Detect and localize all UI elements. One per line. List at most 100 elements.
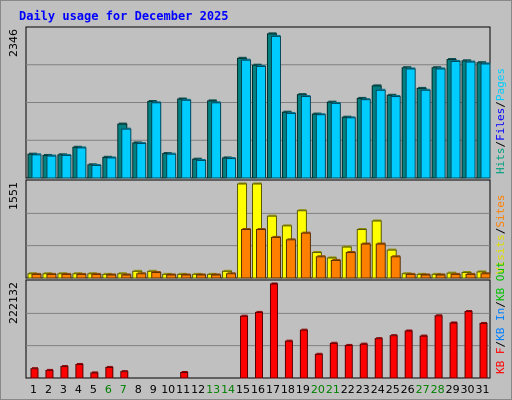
bar-pages-day-28 [435,68,446,179]
x-tick-label: 5 [90,383,97,396]
bar-pages-day-9 [151,102,162,179]
bar-sites-day-23 [360,243,371,279]
bar-sites-day-20 [315,256,326,279]
bar-kb_f-day-28 [434,315,443,379]
bar-sites-day-16 [256,229,266,279]
panel-hits-files-pages: 2346 Hits/Files/Pages [7,26,507,179]
bar-sites-day-17 [270,236,281,279]
bar-sites-day-30 [465,273,476,279]
bar-pages-day-6 [106,157,117,179]
bar-kb_f-day-7 [120,371,129,379]
bar-pages-day-2 [46,155,57,179]
bar-pages-day-26 [405,68,416,179]
y-max-label: 1551 [7,182,20,210]
legend-entry: Visits [494,234,507,274]
x-tick-label: 1 [30,383,37,396]
x-tick-label: 26 [401,383,415,396]
x-tick-label: 31 [476,383,490,396]
legend-entry: / [494,341,507,348]
bar-kb_f-day-1 [30,368,39,379]
bar-sites-day-22 [345,252,356,279]
x-tick-label: 10 [161,383,175,396]
x-tick-label: 17 [266,383,280,396]
bar-kb_f-day-25 [389,335,398,379]
bar-pages-day-19 [300,96,311,179]
bar-sites-day-29 [450,273,461,279]
x-tick-label: 20 [311,383,325,396]
bar-kb_f-day-26 [404,330,413,379]
legend-entry: / [494,301,507,308]
x-tick-label: 11 [176,383,190,396]
legend-entry: Pages [494,68,507,101]
bar-pages-day-23 [360,99,371,179]
bar-kb_f-day-24 [374,338,383,379]
bar-kb_f-day-5 [90,372,99,379]
bar-pages-day-20 [315,114,326,179]
x-tick-label: 23 [356,383,370,396]
panel-visits-sites: 1551 Visits/Sites [7,179,507,279]
bar-pages-day-30 [465,61,476,179]
bar-kb_f-day-3 [60,366,69,379]
x-tick-label: 9 [150,383,157,396]
legend-entry: / [494,228,507,235]
bar-pages-day-18 [285,112,296,179]
bar-sites-day-9 [151,272,162,279]
bar-pages-day-25 [390,96,401,179]
bar-kb_f-day-22 [344,344,353,379]
bar-pages-day-29 [450,60,461,179]
bar-sites-day-18 [285,239,296,279]
bar-pages-day-11 [181,99,192,179]
bar-sites-day-7 [121,274,132,279]
bar-pages-day-7 [121,128,132,179]
bar-pages-day-17 [270,35,281,179]
bar-sites-day-31 [480,273,491,279]
bar-kb_f-day-20 [314,353,323,379]
legend-entry: KB F [494,348,507,375]
bar-pages-day-16 [256,65,266,179]
x-tick-label: 15 [236,383,250,396]
x-tick-label: 19 [296,383,310,396]
bar-sites-day-21 [330,259,341,279]
bar-pages-day-15 [241,59,252,179]
bar-sites-day-11 [181,274,192,279]
x-tick-label: 14 [221,383,235,396]
x-tick-label: 12 [191,383,205,396]
bar-kb_f-day-31 [479,322,488,379]
x-tick-label: 29 [446,383,460,396]
bar-pages-day-4 [76,147,87,179]
bar-sites-day-28 [435,274,446,279]
x-tick-label: 21 [326,383,340,396]
x-tick-label: 27 [416,383,430,396]
x-tick-label: 25 [386,383,400,396]
bar-kb_f-day-19 [299,329,308,379]
bar-kb_f-day-21 [329,342,338,379]
bar-pages-day-21 [330,102,341,179]
bar-kb_f-day-18 [284,340,293,379]
bar-pages-day-31 [480,63,491,179]
bar-sites-day-15 [241,229,252,279]
bar-kb_f-day-30 [464,311,473,379]
bar-sites-day-1 [31,273,42,279]
x-tick-label: 16 [251,383,265,396]
x-tick-label: 2 [45,383,52,396]
legend-entry: / [494,141,507,148]
bar-pages-day-10 [166,153,177,179]
bar-sites-day-25 [390,256,401,279]
legend-entry: / [494,101,507,108]
y-max-label: 2346 [7,29,20,57]
bar-kb_f-day-2 [45,369,54,379]
bar-sites-day-6 [106,274,117,279]
legend: KB F/KB In/KB Out [494,261,507,374]
legend: Hits/Files/Pages [494,68,507,174]
bar-kb_f-day-15 [240,315,249,379]
bar-kb_f-day-11 [180,371,189,379]
bar-kb_f-day-29 [449,322,458,379]
x-tick-label: 30 [461,383,475,396]
x-tick-label: 28 [431,383,445,396]
bar-sites-day-10 [166,274,177,279]
bar-sites-day-8 [136,273,147,279]
legend-entry: KB In [494,308,507,341]
bar-sites-day-3 [61,273,72,279]
